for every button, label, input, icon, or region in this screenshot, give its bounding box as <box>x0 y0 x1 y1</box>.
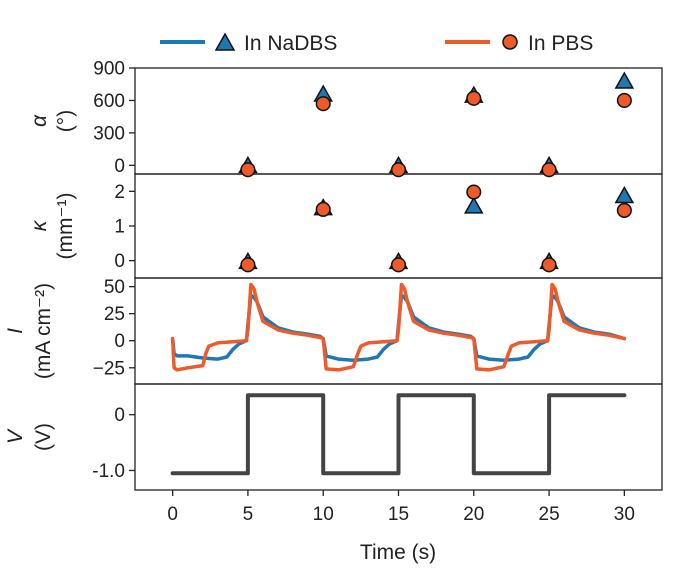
legend-label-pbs: In PBS <box>528 32 593 55</box>
x-axis-title: Time (s) <box>360 541 436 564</box>
ylabel-current: I (mA cm⁻²) <box>4 283 55 379</box>
current-ytick-label: 25 <box>104 304 125 325</box>
alpha-ytick-label: 300 <box>93 123 125 144</box>
xtick-label: 15 <box>388 504 409 525</box>
ylabel-alpha: α (°) <box>28 110 77 132</box>
alpha-point-pbs <box>240 162 256 178</box>
axis-ticks: 0 300 600 900 0 1 2 −25 0 25 50 -1.0 0 0 5 10 15 20 25 30 <box>92 59 635 526</box>
voltage-ytick-label: -1.0 <box>92 461 125 482</box>
xtick-label: 25 <box>539 504 560 525</box>
alpha-ytick-label: 600 <box>93 91 125 112</box>
alpha-ytick-label: 900 <box>93 59 125 80</box>
ylabel-kappa-unit: (mm⁻¹) <box>54 192 77 259</box>
ylabel-current-unit: (mA cm⁻²) <box>32 283 55 379</box>
legend-marker-nadbs <box>214 32 236 51</box>
current-ytick-label: 0 <box>114 331 125 352</box>
ylabel-voltage-symbol: V <box>4 428 27 444</box>
kappa-ytick-label: 2 <box>114 182 125 203</box>
alpha-point-nadbs <box>614 71 635 89</box>
kappa-point-nadbs <box>614 186 635 204</box>
xtick-label: 0 <box>167 504 178 525</box>
ylabel-alpha-symbol: α <box>28 114 51 127</box>
xtick-label: 30 <box>614 504 635 525</box>
kappa-point-nadbs <box>463 196 484 214</box>
alpha-point-pbs <box>315 96 331 112</box>
legend-label-nadbs: In NaDBS <box>244 32 337 55</box>
current-line-pbs <box>170 282 627 372</box>
alpha-point-pbs <box>466 90 482 106</box>
ylabel-kappa-symbol: κ <box>28 219 51 231</box>
ylabel-voltage: V (V) <box>4 423 55 451</box>
kappa-point-pbs <box>541 257 557 273</box>
kappa-point-pbs <box>616 202 632 218</box>
kappa-point-pbs <box>390 257 407 273</box>
current-ytick-label: 50 <box>104 277 125 298</box>
voltage-line <box>170 393 627 476</box>
plot-marks <box>170 71 635 476</box>
alpha-ytick-label: 0 <box>114 156 125 177</box>
ylabel-current-symbol: I <box>4 328 27 334</box>
xtick-label: 5 <box>243 504 254 525</box>
kappa-point-pbs <box>240 257 256 273</box>
voltage-ytick-label: 0 <box>114 405 125 426</box>
kappa-ytick-label: 0 <box>114 251 125 272</box>
ylabel-kappa: κ (mm⁻¹) <box>28 192 77 259</box>
kappa-point-pbs <box>315 201 331 217</box>
alpha-point-pbs <box>541 162 557 178</box>
xtick-label: 20 <box>463 504 484 525</box>
xtick-label: 10 <box>313 504 334 525</box>
kappa-point-pbs <box>466 184 482 200</box>
ylabel-voltage-unit: (V) <box>32 423 55 451</box>
alpha-point-pbs <box>616 92 632 108</box>
alpha-point-pbs <box>390 162 407 178</box>
legend: In NaDBS In PBS <box>160 32 593 55</box>
legend-marker-pbs <box>502 34 518 50</box>
current-ytick-label: −25 <box>93 358 125 379</box>
kappa-ytick-label: 1 <box>114 217 125 238</box>
ylabel-alpha-unit: (°) <box>54 110 77 132</box>
